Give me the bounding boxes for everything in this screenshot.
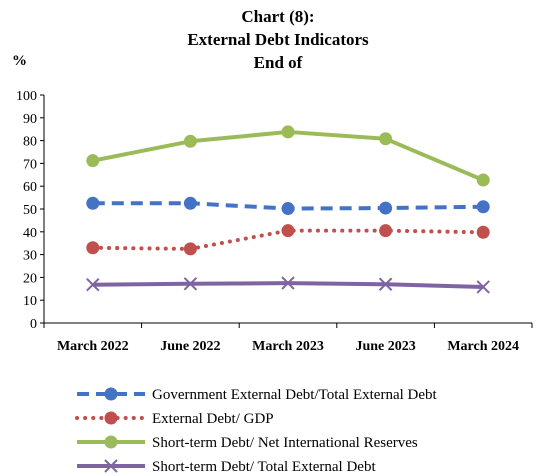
y-tick-label: 100 bbox=[16, 89, 37, 104]
y-axis-ticks: 0 10 20 30 40 50 60 70 80 90 100 bbox=[16, 89, 44, 332]
data-point bbox=[281, 202, 295, 216]
series-3 bbox=[86, 125, 490, 187]
data-point bbox=[281, 224, 295, 238]
y-tick-label: 20 bbox=[23, 271, 37, 286]
data-point bbox=[379, 201, 393, 215]
data-point bbox=[183, 196, 197, 210]
y-tick-label: 10 bbox=[23, 294, 37, 309]
chart-title-line-1: Chart (8): bbox=[241, 7, 314, 26]
legend-swatch-marker bbox=[104, 387, 118, 401]
data-point bbox=[378, 277, 393, 291]
data-point bbox=[476, 280, 490, 294]
y-tick-label: 30 bbox=[23, 249, 37, 264]
data-point bbox=[379, 132, 393, 146]
data-point bbox=[476, 200, 490, 214]
legend-label: Short-term Debt/ Total External Debt bbox=[152, 459, 376, 475]
legend-item: Short-term Debt/ Total External Debt bbox=[77, 459, 376, 475]
x-axis-ticks: March 2022 June 2022 March 2023 June 2023 Ma… bbox=[43, 323, 533, 354]
data-point bbox=[183, 242, 197, 256]
data-point bbox=[86, 241, 100, 255]
data-point bbox=[86, 277, 100, 292]
x-tick-label: June 2022 bbox=[160, 339, 220, 354]
series-4 bbox=[86, 276, 490, 294]
data-point bbox=[476, 173, 490, 187]
series-1 bbox=[86, 196, 490, 216]
data-point bbox=[281, 276, 295, 290]
chart-title-line-3: End of bbox=[254, 53, 303, 72]
series-group bbox=[86, 125, 490, 294]
y-tick-label: 70 bbox=[23, 157, 37, 172]
x-tick-label: June 2023 bbox=[355, 339, 415, 354]
legend-swatch-marker bbox=[104, 459, 118, 473]
x-tick-label: March 2023 bbox=[252, 339, 324, 354]
legend-label: Short-term Debt/ Net International Reser… bbox=[152, 435, 418, 451]
legend-swatch-marker bbox=[104, 435, 118, 449]
y-tick-label: 60 bbox=[23, 180, 37, 195]
y-tick-label: 80 bbox=[23, 135, 37, 150]
data-point bbox=[476, 225, 490, 239]
x-tick-label: March 2024 bbox=[447, 339, 519, 354]
legend-label: Government External Debt/Total External … bbox=[152, 387, 438, 403]
series-line bbox=[90, 228, 486, 251]
legend: Government External Debt/Total External … bbox=[75, 387, 438, 475]
y-tick-label: 50 bbox=[23, 203, 37, 218]
series-line bbox=[92, 129, 484, 182]
data-point bbox=[86, 154, 100, 168]
y-tick-label: 0 bbox=[30, 317, 37, 332]
data-point bbox=[183, 277, 198, 291]
legend-item: Government External Debt/Total External … bbox=[77, 387, 438, 403]
data-point bbox=[379, 224, 393, 238]
data-point bbox=[183, 134, 197, 148]
legend-label: External Debt/ GDP bbox=[152, 411, 274, 427]
legend-swatch-marker bbox=[104, 411, 118, 425]
y-tick-label: 90 bbox=[23, 112, 37, 127]
data-point bbox=[281, 125, 295, 139]
y-axis-unit-label: % bbox=[12, 53, 27, 69]
y-tick-label: 40 bbox=[23, 226, 37, 241]
legend-item: External Debt/ GDP bbox=[75, 411, 274, 427]
legend-item: Short-term Debt/ Net International Reser… bbox=[77, 435, 418, 451]
chart-title-line-2: External Debt Indicators bbox=[187, 30, 369, 49]
series-2 bbox=[86, 224, 490, 256]
x-tick-label: March 2022 bbox=[57, 339, 129, 354]
data-point bbox=[86, 196, 100, 210]
